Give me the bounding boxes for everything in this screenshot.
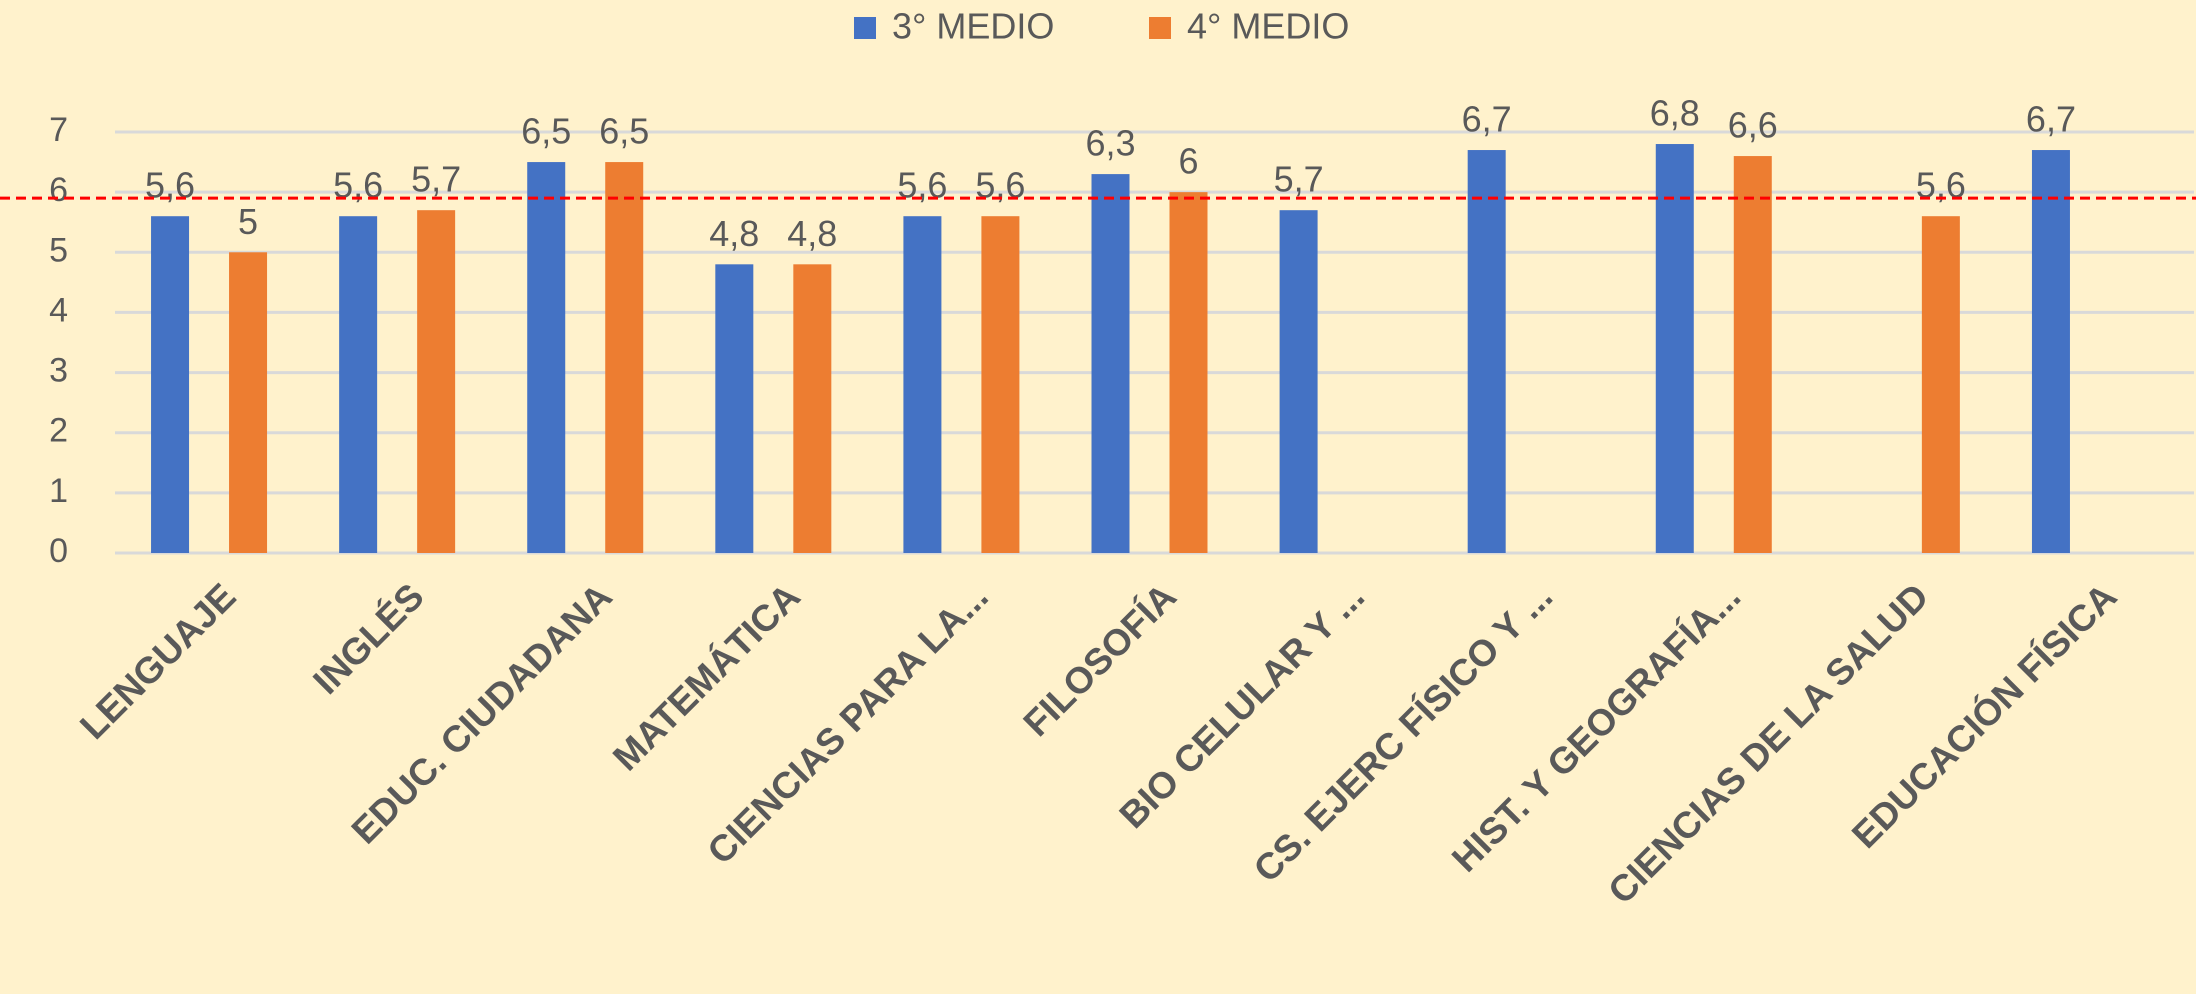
y-tick-label: 7 bbox=[49, 111, 68, 149]
legend-swatch bbox=[854, 17, 876, 39]
bar bbox=[417, 210, 456, 553]
x-tick-label: CS. EJERC FÍSICO Y ... bbox=[1246, 576, 1560, 890]
bar bbox=[1169, 192, 1208, 553]
data-label: 6,5 bbox=[521, 111, 571, 152]
bar bbox=[903, 216, 942, 553]
bar bbox=[981, 216, 1020, 553]
y-tick-label: 0 bbox=[49, 532, 68, 570]
data-label: 4,8 bbox=[787, 213, 837, 254]
bar bbox=[1091, 174, 1130, 553]
data-label: 6 bbox=[1178, 141, 1198, 182]
bar bbox=[1467, 150, 1506, 554]
bar bbox=[793, 264, 832, 553]
x-tick-label: CIENCIAS DE LA SALUD bbox=[1600, 576, 1936, 912]
data-label: 6,5 bbox=[599, 111, 649, 152]
bar bbox=[1733, 156, 1772, 554]
legend: 3° MEDIO 4° MEDIO bbox=[854, 6, 1349, 47]
data-label: 5,7 bbox=[411, 159, 461, 200]
x-tick-label: INGLÉS bbox=[305, 576, 431, 702]
data-label: 6,7 bbox=[1462, 99, 1512, 140]
bar bbox=[1279, 210, 1318, 553]
x-tick-label: FILOSOFÍA bbox=[1016, 576, 1185, 745]
data-label: 6,3 bbox=[1085, 123, 1135, 164]
bar bbox=[151, 216, 190, 553]
data-label: 5 bbox=[238, 201, 258, 242]
data-label: 6,8 bbox=[1650, 93, 1700, 134]
y-tick-label: 2 bbox=[49, 412, 68, 450]
y-tick-label: 6 bbox=[49, 171, 68, 209]
bar bbox=[527, 162, 566, 554]
data-label: 6,6 bbox=[1728, 105, 1778, 146]
data-label: 5,7 bbox=[1274, 159, 1324, 200]
bar bbox=[229, 252, 268, 554]
bar bbox=[1921, 216, 1960, 553]
bar bbox=[1655, 144, 1694, 553]
data-label: 6,7 bbox=[2026, 99, 2076, 140]
bar bbox=[2031, 150, 2070, 554]
y-tick-label: 4 bbox=[49, 291, 68, 329]
bar bbox=[605, 162, 644, 554]
y-tick-label: 5 bbox=[49, 231, 68, 269]
bar bbox=[339, 216, 378, 553]
y-tick-label: 3 bbox=[49, 352, 68, 390]
y-tick-label: 1 bbox=[49, 472, 68, 510]
legend-label: 3° MEDIO bbox=[892, 6, 1054, 47]
legend-swatch bbox=[1149, 17, 1171, 39]
x-tick-label: LENGUAJE bbox=[72, 576, 243, 747]
legend-label: 4° MEDIO bbox=[1187, 6, 1349, 47]
x-tick-label: MATEMÁTICA bbox=[605, 576, 808, 779]
data-label: 4,8 bbox=[709, 213, 759, 254]
bar bbox=[715, 264, 754, 553]
